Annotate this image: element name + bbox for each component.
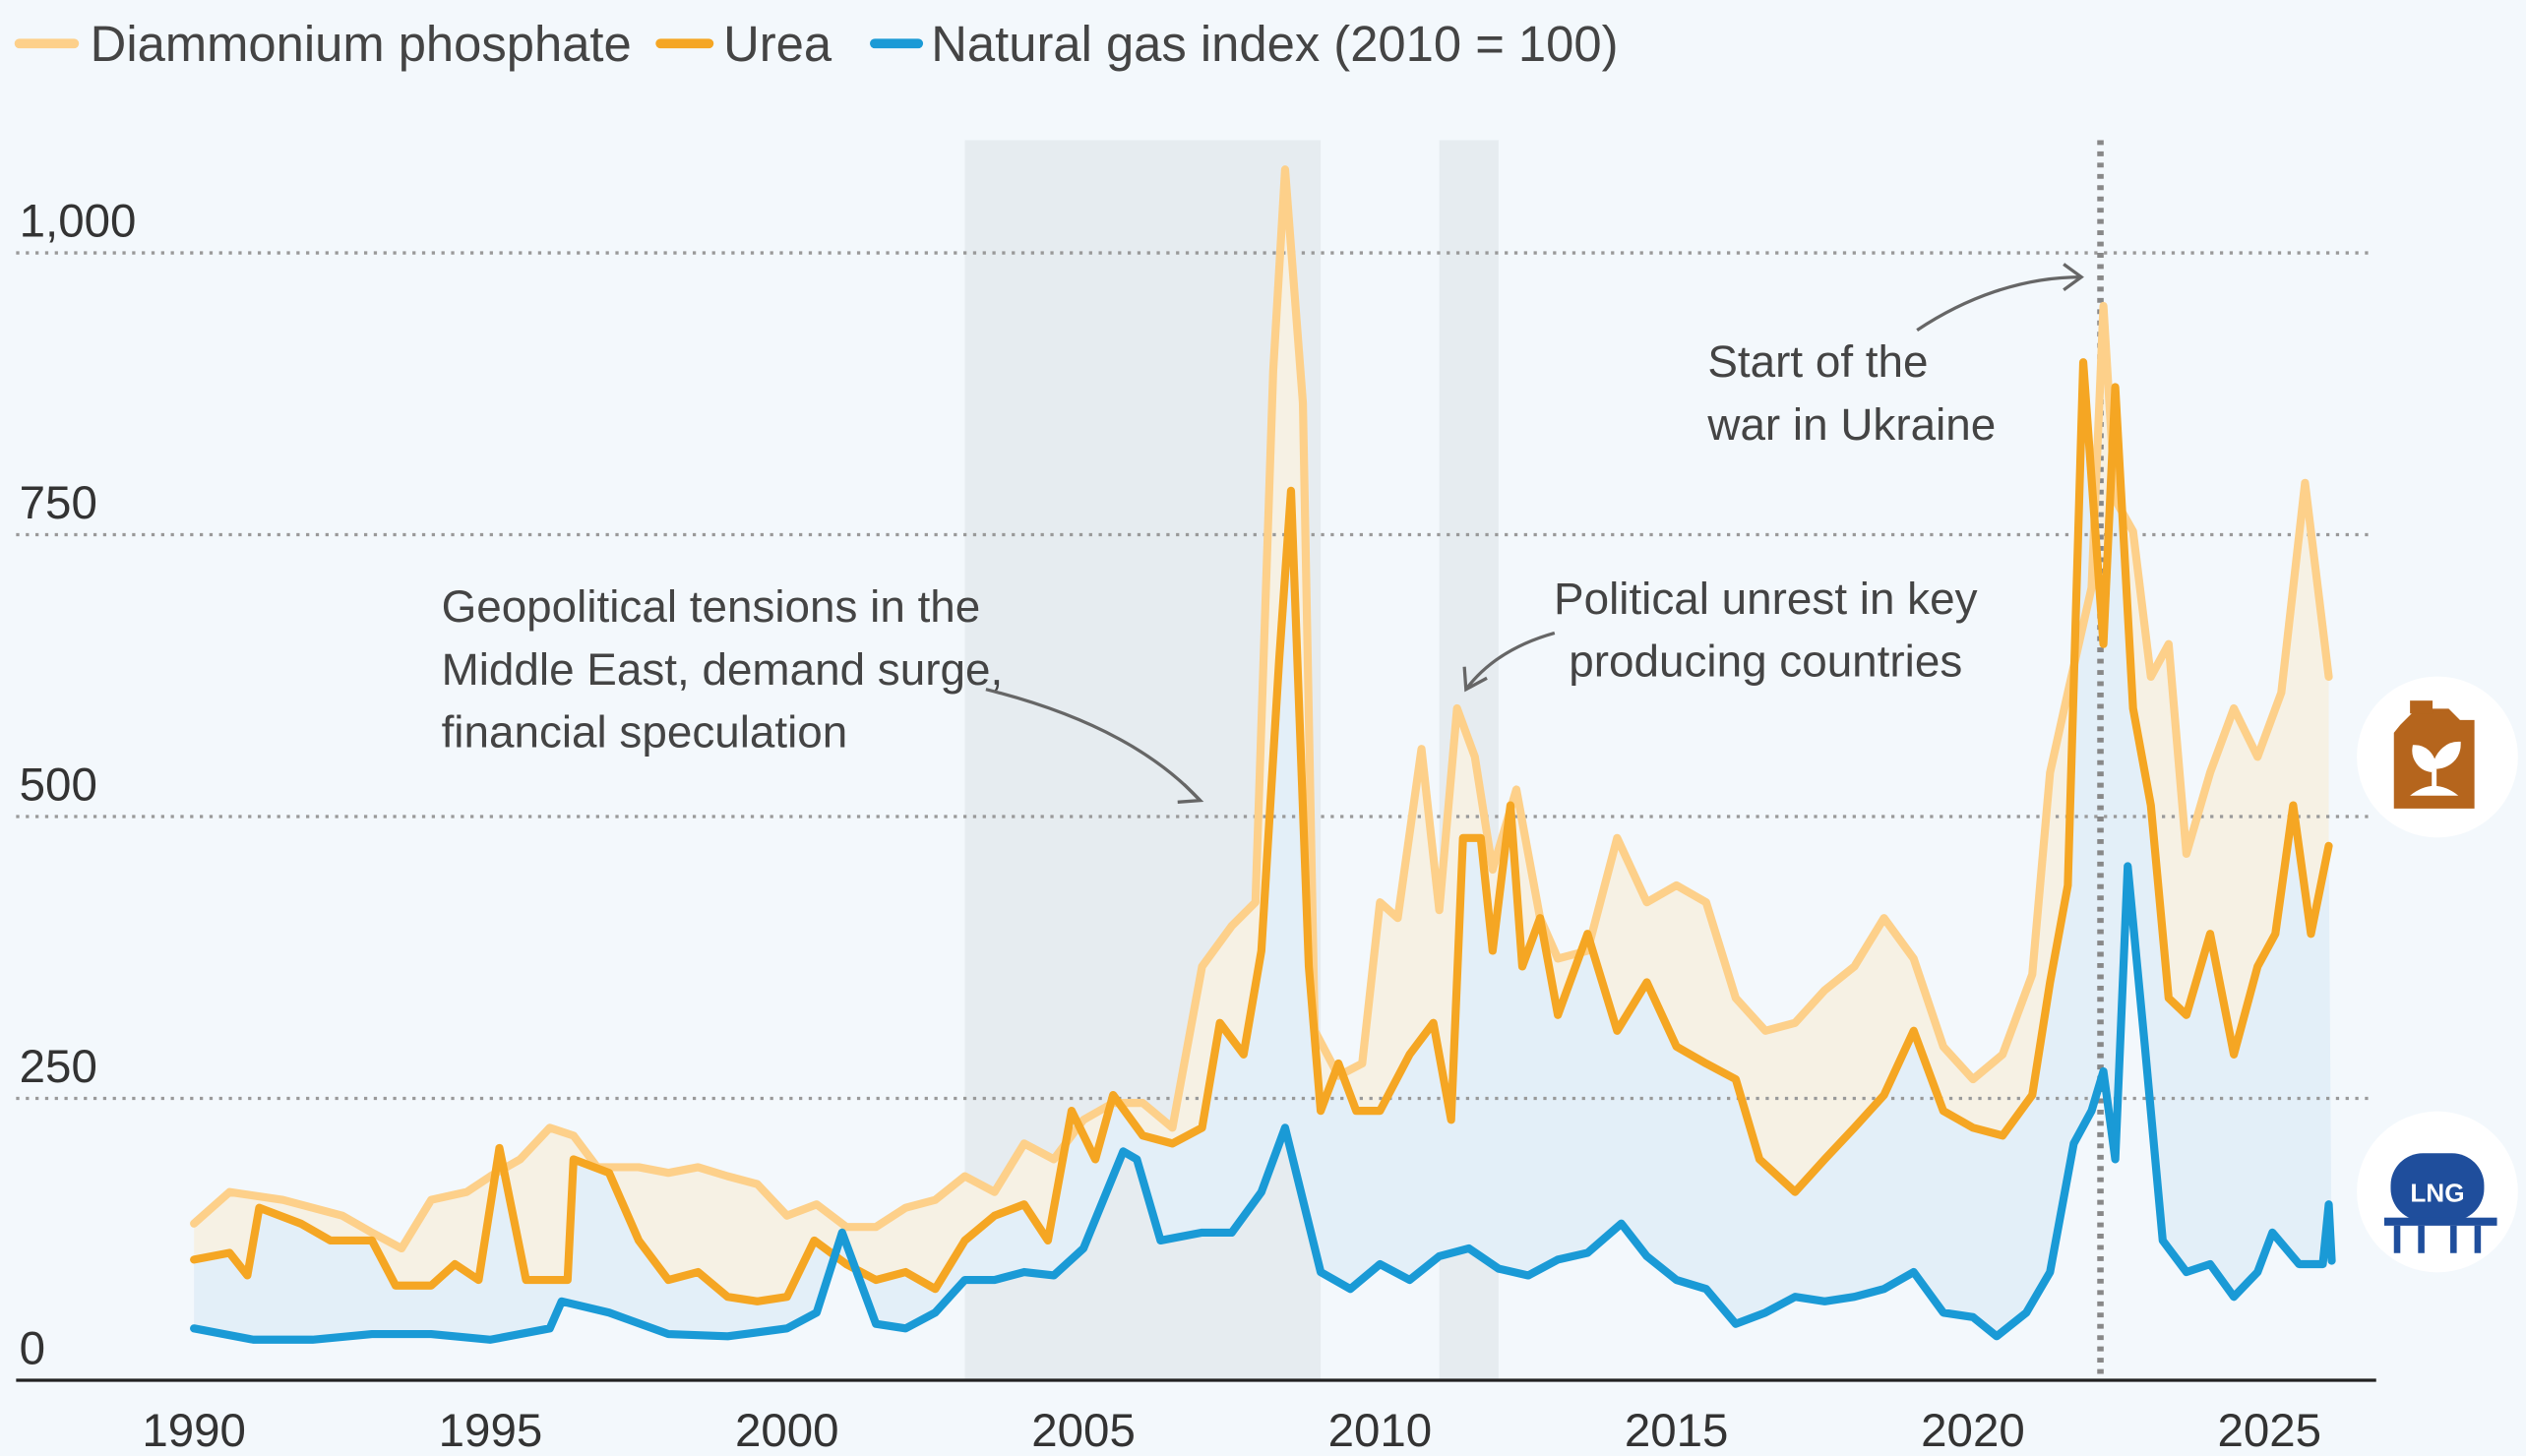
x-tick-label: 2015 (1625, 1405, 1729, 1456)
legend: Diammonium phosphate Urea Natural gas in… (14, 16, 1619, 72)
tank-base (2383, 1217, 2497, 1226)
fertilizer-icon (2357, 676, 2518, 838)
x-tick-label: 2025 (2217, 1405, 2321, 1456)
annotation-text: Political unrest in key (1554, 574, 1978, 624)
tank (2390, 1153, 2485, 1221)
annotation-text: war in Ukraine (1706, 399, 1996, 450)
annotation-text: Geopolitical tensions in the (442, 581, 981, 632)
annotation-text: Start of the (1707, 336, 1928, 387)
annotations (985, 263, 2084, 804)
annotation-arrow (985, 688, 1201, 802)
annotation-texts: Geopolitical tensions in the Middle East,… (442, 336, 1997, 758)
y-tick-label: 750 (20, 477, 97, 529)
annotation-text: financial speculation (442, 707, 848, 758)
labels: 0 250 500 750 1,000 1990 1995 2000 2005 2010 2015 2… (20, 196, 2321, 1456)
x-tick-label: 2000 (735, 1405, 839, 1456)
annotation-text: Middle East, demand surge, (442, 644, 1004, 695)
x-tick-label: 2020 (1921, 1405, 2025, 1456)
legend-label: Urea (723, 16, 832, 72)
y-tick-label: 250 (20, 1041, 97, 1093)
legend-label: Diammonium phosphate (91, 16, 632, 72)
sprout (2412, 741, 2461, 790)
tank-legs (2393, 1225, 2482, 1253)
x-tick-label: 2005 (1031, 1405, 1136, 1456)
annotation-arrow (1916, 274, 2082, 332)
series-line (190, 862, 2336, 1344)
series-line (190, 358, 2333, 1305)
x-tick-label: 1995 (439, 1405, 543, 1456)
y-tick-label: 500 (20, 759, 97, 812)
x-tick-label: 2010 (1328, 1405, 1433, 1456)
icon-label: LNG (2410, 1178, 2464, 1207)
y-tick-label: 0 (20, 1323, 45, 1375)
arrow-head (1177, 783, 1204, 804)
arrow-head (2063, 263, 2084, 292)
jerrycan-cap (2410, 700, 2434, 714)
legend-label: Natural gas index (2010 = 100) (931, 16, 1618, 72)
lines (190, 165, 2336, 1344)
soil (2410, 785, 2459, 796)
annotation-text: producing countries (1569, 637, 1962, 687)
arrow-head (1462, 666, 1488, 693)
annotation-arrow (1464, 631, 1556, 691)
y-tick-label: 1,000 (20, 196, 137, 248)
x-tick-label: 1990 (142, 1405, 246, 1456)
lng-icon: LNG (2357, 1111, 2518, 1273)
